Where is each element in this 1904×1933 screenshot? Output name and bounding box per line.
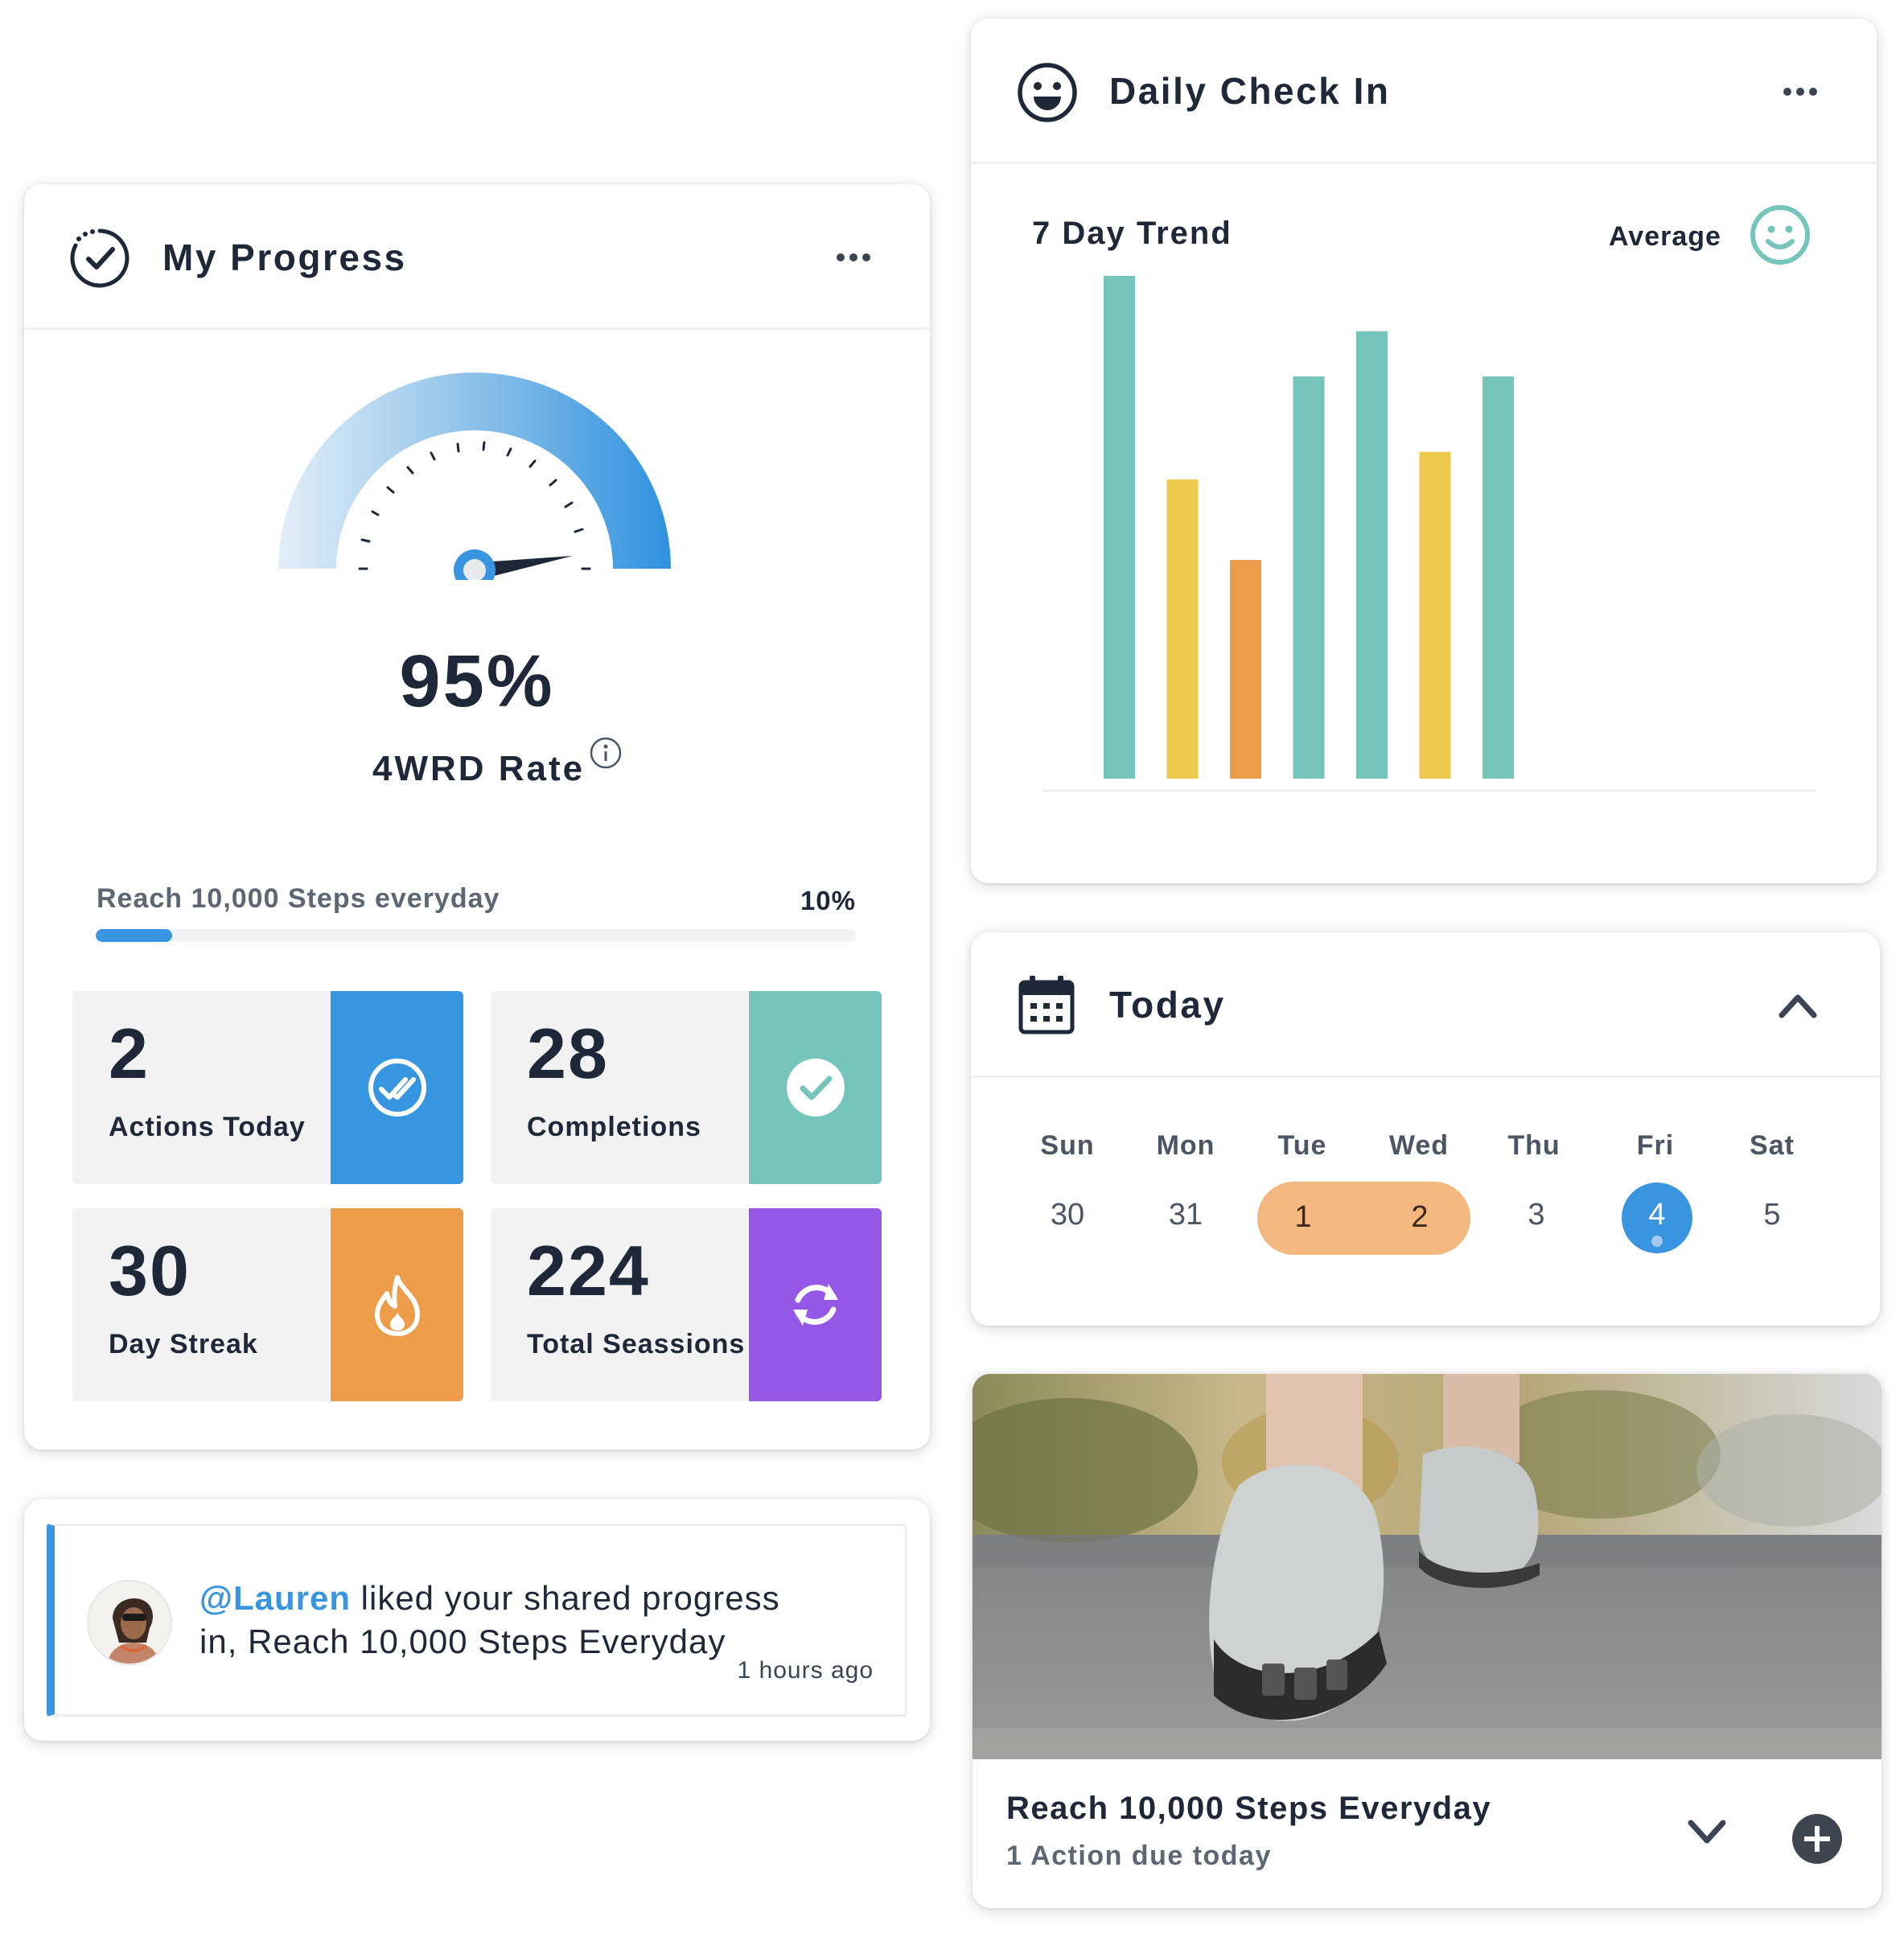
calendar-date[interactable]: 31 <box>1168 1198 1203 1232</box>
weekday-label: Mon <box>1156 1130 1215 1161</box>
my-progress-more-button[interactable] <box>837 253 870 261</box>
trend-bar <box>1104 276 1135 779</box>
double-check-icon <box>368 1059 426 1117</box>
avatar[interactable] <box>87 1580 172 1665</box>
calendar-date[interactable]: 2 <box>1411 1200 1429 1234</box>
weekday-label: Thu <box>1507 1130 1561 1161</box>
sessions-tile[interactable] <box>749 1208 882 1401</box>
daily-check-in-header: Daily Check In <box>971 19 1877 164</box>
running-shoes-photo <box>973 1374 1881 1759</box>
calendar-date[interactable]: 3 <box>1528 1198 1545 1232</box>
stat-total-sessions: 224 Total Seassions <box>491 1208 882 1401</box>
flame-icon <box>374 1275 420 1336</box>
stat-actions-today: 2 Actions Today <box>72 991 463 1184</box>
trend-bar <box>1482 376 1514 779</box>
notification-text: @Lauren liked your shared progress in, R… <box>199 1577 827 1664</box>
calendar-icon <box>1018 974 1075 1039</box>
calendar-date[interactable]: 30 <box>1050 1198 1085 1232</box>
actions-tile[interactable] <box>331 991 463 1184</box>
trend-bar <box>1230 560 1261 779</box>
selected-range <box>1257 1182 1470 1255</box>
trend-bar <box>1293 376 1325 779</box>
goal-card-subtitle: 1 Action due today <box>1006 1840 1272 1871</box>
notification-text-1: liked your shared progress <box>350 1579 780 1617</box>
weekday-label: Wed <box>1388 1130 1450 1161</box>
goal-label: Reach 10,000 Steps everyday <box>97 883 500 914</box>
my-progress-header: My Progress <box>24 184 930 330</box>
average-smiley-icon <box>1748 203 1812 271</box>
stat-label: Completions <box>527 1112 701 1142</box>
streak-tile[interactable] <box>331 1208 463 1401</box>
notification-item[interactable] <box>47 1524 907 1717</box>
calendar-date[interactable]: 4 <box>1648 1198 1666 1232</box>
notification-text-2: in, Reach 10,000 Steps Everyday <box>199 1622 726 1660</box>
rate-value: 95% <box>399 640 555 722</box>
today-header: Today <box>971 932 1880 1078</box>
trend-bar <box>1166 479 1199 779</box>
weekday-label: Tue <box>1277 1130 1327 1161</box>
goal-progress-fill <box>96 929 172 942</box>
calendar-date[interactable]: 5 <box>1763 1198 1781 1232</box>
trend-bar <box>1419 451 1451 779</box>
trend-label: 7 Day Trend <box>1032 216 1232 251</box>
average-label: Average <box>1609 221 1721 252</box>
notification-time: 1 hours ago <box>737 1657 874 1684</box>
stat-number: 2 <box>109 1014 150 1093</box>
weekday-label: Fri <box>1636 1130 1675 1161</box>
today-title: Today <box>1109 984 1226 1026</box>
daily-check-in-more-button[interactable] <box>1783 88 1817 96</box>
trend-bar <box>1356 331 1388 779</box>
add-plus-icon[interactable] <box>1791 1813 1843 1869</box>
info-icon[interactable] <box>589 736 623 774</box>
weekday-label: Sun <box>1040 1130 1095 1161</box>
completions-tile[interactable] <box>749 991 882 1184</box>
today-calendar-card: Today Sun Mon Tue Wed Thu Fri Sat 30 31 … <box>971 932 1880 1326</box>
stat-label: Day Streak <box>109 1329 258 1359</box>
trend-chart <box>1043 276 1816 792</box>
goal-card[interactable]: Reach 10,000 Steps Everyday 1 Action due… <box>973 1374 1881 1908</box>
activity-notification-card: @Lauren liked your shared progress in, R… <box>24 1499 930 1741</box>
expand-chevron-down-icon[interactable] <box>1687 1818 1727 1851</box>
my-progress-title: My Progress <box>162 236 407 278</box>
daily-check-in-card: Daily Check In 7 Day Trend Average <box>971 19 1877 883</box>
stat-completions: 28 Completions <box>491 991 882 1184</box>
calendar-date[interactable]: 1 <box>1294 1200 1312 1234</box>
weekday-label: Sat <box>1750 1130 1795 1161</box>
stat-number: 28 <box>527 1014 609 1093</box>
rate-label: 4WRD Rate <box>372 749 586 788</box>
sync-icon <box>792 1284 838 1326</box>
goal-percent: 10% <box>800 886 856 915</box>
stat-number: 224 <box>527 1231 650 1310</box>
stat-label: Actions Today <box>109 1112 306 1142</box>
goal-card-title: Reach 10,000 Steps Everyday <box>1006 1791 1492 1826</box>
collapse-chevron-up-icon[interactable] <box>1778 989 1818 1025</box>
goal-progress-bar <box>96 929 856 942</box>
rate-gauge <box>265 363 684 591</box>
check-circle-icon <box>786 1059 845 1117</box>
my-progress-card: My Progress <box>24 184 930 1450</box>
stat-number: 30 <box>109 1231 191 1310</box>
mention-link[interactable]: @Lauren <box>199 1579 351 1617</box>
stat-day-streak: 30 Day Streak <box>72 1208 463 1401</box>
daily-check-in-title: Daily Check In <box>1109 70 1391 112</box>
event-dot <box>1651 1236 1663 1247</box>
smiley-icon <box>1016 61 1079 128</box>
stat-label: Total Seassions <box>527 1329 746 1359</box>
progress-check-icon <box>69 228 130 293</box>
